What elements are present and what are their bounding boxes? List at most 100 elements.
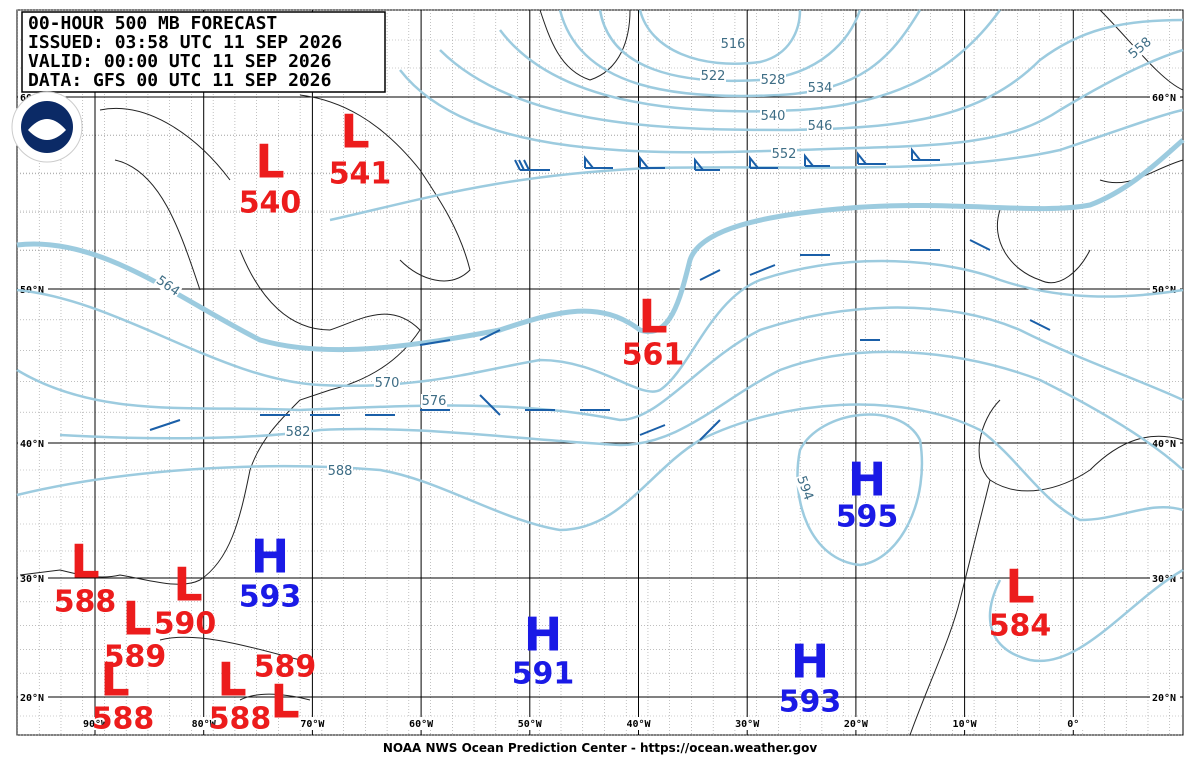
header-line: ISSUED: 03:58 UTC 11 SEP 2026 [28,32,342,53]
coast-canada [299,94,471,282]
contour-label-bg [793,473,817,503]
contour-label-bg [760,109,786,123]
lat-label: 60°N [1152,93,1176,104]
lat-label: 50°N [20,285,44,296]
lon-label-box [186,717,221,730]
contour [988,568,1184,663]
center-value: 590 [154,607,217,642]
coast-europe-africa [909,9,1184,736]
center-type: H [791,635,830,689]
coast-america [19,108,421,585]
lon-label: 30°W [735,719,760,730]
center-type: L [100,653,129,707]
lon-label-box [838,717,873,730]
contour-label: 546 [808,119,833,134]
lon-label-box [404,717,439,730]
center-value: 589 [254,650,317,685]
contour-label-bg [720,37,746,51]
contour [638,9,802,65]
center-value: 588 [92,702,155,737]
contour [16,259,1184,393]
contour [558,9,922,98]
center-type: L [255,135,284,189]
header-line: DATA: GFS 00 UTC 11 SEP 2026 [28,70,331,91]
lon-label: 70°W [300,719,325,730]
lon-label: 0° [1067,719,1079,730]
contour-label-bg [1125,34,1155,62]
center-type: L [217,653,246,707]
lat-label: 30°N [1152,574,1176,585]
contour [329,108,1184,222]
center-type: L [270,675,299,729]
lon-label-box [78,717,112,730]
wind-barbs [149,147,1051,441]
lon-label-box [295,717,330,730]
lat-label-box [1150,91,1180,104]
lat-label: 40°N [20,439,44,450]
center-type: L [340,105,369,159]
contour-label-bg [285,425,311,439]
header-box [21,11,386,93]
contour [399,48,1184,154]
contour-label-bg [760,73,786,87]
center-type: L [122,592,151,646]
center-type: H [251,530,290,584]
contour [439,18,1184,132]
lat-label: 30°N [20,574,44,585]
center-value: 591 [512,657,575,692]
lon-label-box [512,717,547,730]
contour-label: 522 [701,69,726,84]
lon-label-box [947,717,982,730]
contour-label: 540 [761,109,786,124]
center-value: 561 [622,338,685,373]
center-value: 593 [779,685,842,720]
logo-gull [28,119,66,140]
center-value: 540 [239,186,302,221]
lon-label: 50°W [518,719,543,730]
footer: NOAA NWS Ocean Prediction Center - https… [383,741,817,755]
lon-label: 40°W [626,719,651,730]
lon-label-box [730,717,765,730]
center-type: L [638,290,667,344]
height-contours [16,9,1185,663]
center-type: L [70,535,99,589]
lat-label-box [1150,691,1180,704]
lon-label-box [1056,717,1091,730]
contour-564 [16,138,1185,353]
coast-greenland [539,9,631,81]
contour-label: 570 [375,376,400,391]
contour-label-bg [807,119,833,133]
lon-label-box [621,717,656,730]
contour-label-bg [327,464,353,478]
lat-label-box [1150,437,1180,450]
coastlines [19,9,1184,736]
lon-label: 90°W [83,719,108,730]
contour-label: 516 [721,37,746,52]
center-value: 588 [54,585,117,620]
contour [59,350,1184,471]
center-value: 541 [329,157,392,192]
center-type: L [173,558,202,612]
contour-label: 534 [808,81,833,96]
lat-label: 20°N [20,693,44,704]
barbs-central [149,394,721,441]
barbs-north [514,147,940,171]
contour-label-bg [700,69,726,83]
coast-caribbean [159,636,311,701]
center-value: 588 [209,702,272,737]
center-type: L [1005,560,1034,614]
lat-label: 50°N [1152,285,1176,296]
contour-label: 528 [761,73,786,88]
